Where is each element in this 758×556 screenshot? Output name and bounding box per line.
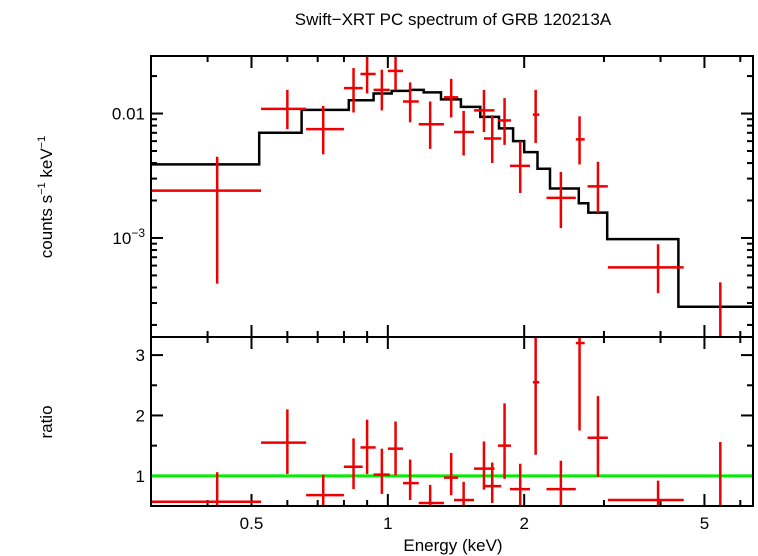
x-tick-label: 1 (383, 514, 392, 533)
ratio-data-point (306, 474, 344, 506)
ratio-y-tick-label: 1 (136, 467, 145, 486)
spectrum-data-point (343, 68, 363, 113)
chart-title: Swift−XRT PC spectrum of GRB 120213A (295, 10, 612, 29)
spectrum-data-point (509, 141, 531, 193)
spectrum-data-point (261, 89, 307, 130)
ratio-data-point (151, 472, 262, 506)
x-axis-title: Energy (keV) (403, 536, 502, 555)
spectrum-data-point (497, 98, 511, 145)
ratio-data-point (509, 463, 531, 506)
ratio-data-point (261, 409, 307, 475)
model-step-line (151, 88, 753, 309)
ratio-data-point (483, 462, 502, 503)
spectrum-y-tick-label: 0.01 (112, 105, 145, 124)
ratio-y-tick-label: 3 (136, 346, 145, 365)
spectrum-data-point (474, 89, 495, 133)
ratio-data-point (418, 484, 444, 506)
spectrum-data-point (546, 171, 576, 229)
ratio-data-point (373, 448, 390, 494)
spectrum-data-point (418, 101, 444, 149)
spectrum-data-point (360, 56, 376, 94)
spectrum-data-point (151, 156, 262, 284)
ratio-frame (150, 336, 754, 507)
spectrum-data-point (387, 56, 403, 90)
spectrum-data-point (587, 161, 608, 213)
spectrum-data-point (575, 116, 585, 165)
spectrum-data-point (402, 82, 419, 123)
ratio-panel: 1 2 3 0.5 1 2 5 (136, 336, 754, 533)
ratio-data-point (575, 337, 585, 431)
spectrum-y-tick-label: 10−3 (112, 226, 145, 248)
x-tick-label: 5 (700, 514, 709, 533)
spectrum-data-point (454, 110, 475, 156)
ratio-y-axis-title: ratio (37, 405, 56, 438)
ratio-data-point (343, 438, 363, 490)
ratio-data-point (387, 421, 403, 476)
ratio-data-point (454, 481, 475, 506)
spectrum-panel: 0.01 10−3 (112, 55, 754, 338)
ratio-y-tick-label: 2 (136, 406, 145, 425)
ratio-data-point (443, 452, 459, 496)
ratio-data-point (532, 337, 540, 455)
spectrum-data-point (306, 105, 344, 155)
spectrum-data-point (483, 115, 502, 164)
ratio-data-point (607, 480, 684, 506)
spectrum-y-axis-title: counts s−1 keV−1 (36, 136, 56, 258)
x-tick-label: 2 (519, 514, 528, 533)
ratio-data-point (402, 459, 419, 500)
spectrum-data-point (443, 78, 459, 118)
ratio-data-point (587, 396, 608, 478)
ratio-data-point (546, 460, 576, 506)
ratio-data-point (360, 419, 376, 475)
x-tick-label: 0.5 (240, 514, 264, 533)
ratio-data-point (497, 403, 511, 479)
spectrum-data-point (607, 244, 684, 294)
spectrum-data-point (373, 69, 390, 111)
spectrum-data-point (532, 89, 540, 143)
